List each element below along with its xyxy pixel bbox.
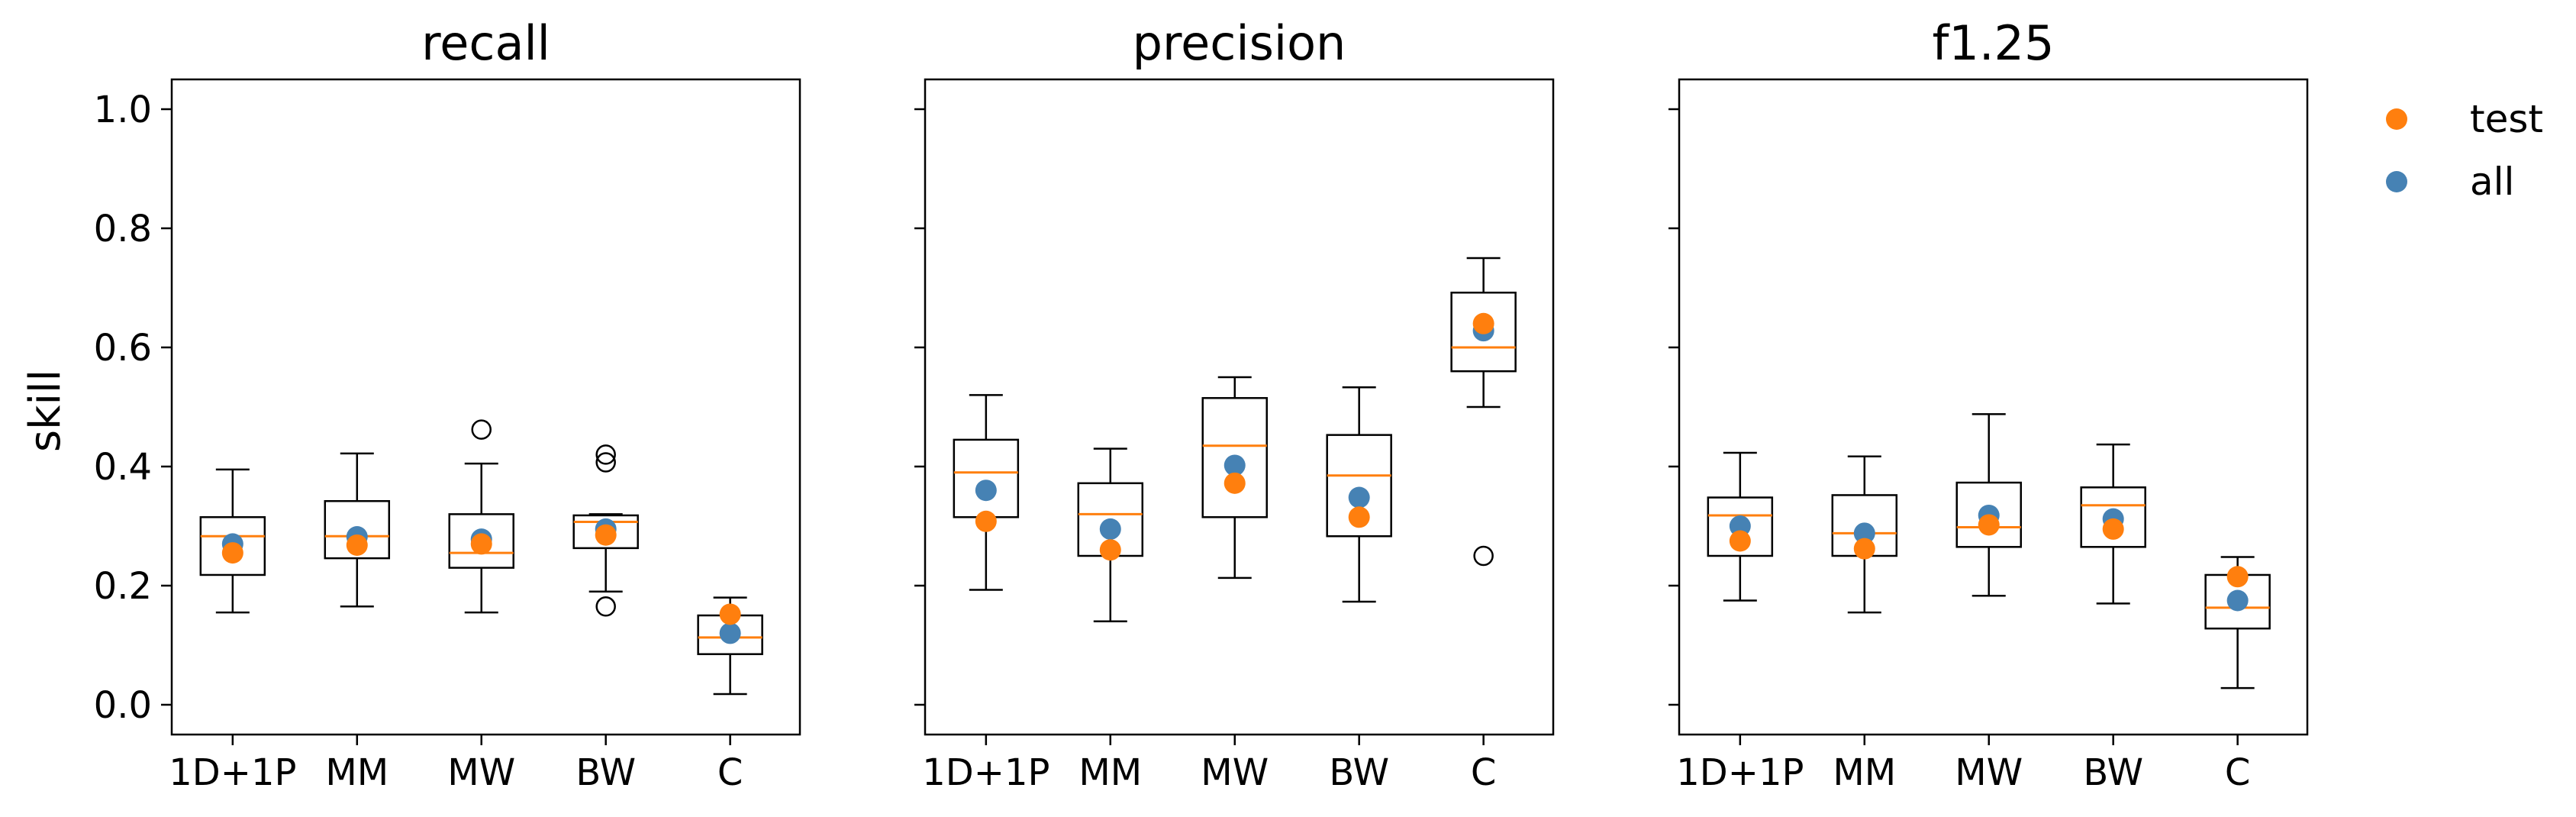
test-point: [470, 533, 492, 555]
y-tick-label: 0.0: [94, 684, 152, 727]
panel-title: f1.25: [1933, 15, 2055, 71]
box-C: C: [1450, 257, 1517, 794]
test-point: [1348, 506, 1370, 528]
panel-title: precision: [1133, 15, 1346, 71]
x-tick-label: C: [1471, 751, 1497, 794]
box-MM: MM: [324, 452, 391, 794]
panel-f1-25: f1.25 1D+1P MM MW BW C: [1668, 15, 2309, 794]
x-tick-label: 1D+1P: [169, 751, 296, 794]
box-MM: MM: [1077, 447, 1144, 794]
panel-title: recall: [421, 15, 550, 71]
panel-recall: recall 0.0 0.2 0.4 0.6 0.8 1.0 1D+1P MM MW BW C: [94, 15, 801, 794]
box-BW: BW: [1326, 386, 1392, 794]
iqr-box: [1955, 481, 2022, 548]
test-point: [975, 510, 997, 532]
test-point: [1853, 538, 1875, 560]
iqr-box: [1707, 496, 1774, 557]
iqr-box: [1450, 291, 1517, 373]
legend-marker-test: [2386, 108, 2407, 130]
iqr-box: [1201, 397, 1268, 518]
y-tick-label: 0.6: [94, 327, 152, 370]
test-point: [2226, 566, 2249, 588]
box-BW: BW: [572, 444, 639, 794]
legend-label-all: all: [2470, 160, 2514, 204]
box-MW: MW: [1955, 413, 2023, 794]
test-point: [1472, 312, 1494, 334]
all-point: [1853, 522, 1875, 544]
box-1D-1P: 1D+1P: [1676, 451, 1804, 794]
test-point: [1224, 472, 1246, 494]
test-point: [1978, 514, 2000, 536]
outlier-point: [595, 444, 616, 465]
x-tick-label: MW: [1955, 751, 2023, 794]
outlier-point: [471, 419, 492, 440]
legend: test all: [2386, 97, 2543, 204]
test-point: [1729, 530, 1751, 552]
axes-frame: [924, 78, 1555, 736]
x-tick-label: 1D+1P: [1676, 751, 1804, 794]
iqr-box: [324, 499, 391, 560]
y-tick-label: 0.8: [94, 208, 152, 250]
test-point: [221, 542, 243, 564]
x-tick-label: BW: [2083, 751, 2143, 794]
x-tick-label: MM: [1078, 751, 1142, 794]
box-1D-1P: 1D+1P: [922, 394, 1049, 794]
box-C: C: [2204, 556, 2271, 794]
x-tick-label: MW: [447, 751, 515, 794]
all-point: [1348, 486, 1370, 509]
box-MW: MW: [447, 419, 515, 794]
x-tick-label: C: [2225, 751, 2251, 794]
all-point: [1224, 454, 1246, 476]
y-tick-label: 1.0: [94, 89, 152, 131]
panel-precision: precision 1D+1P MM MW BW C: [914, 15, 1555, 794]
all-point: [975, 480, 997, 502]
test-point: [1099, 539, 1121, 561]
x-tick-label: BW: [1329, 751, 1389, 794]
test-point: [2102, 518, 2124, 540]
box-MW: MW: [1201, 376, 1269, 794]
iqr-box: [448, 513, 514, 569]
chart-panels: recall 0.0 0.2 0.4 0.6 0.8 1.0 1D+1P MM MW BW Cprec…: [94, 15, 2309, 794]
x-tick-label: MW: [1201, 751, 1269, 794]
legend-marker-all: [2386, 171, 2407, 192]
all-point: [1729, 515, 1751, 537]
iqr-box: [199, 516, 266, 576]
x-tick-label: 1D+1P: [922, 751, 1049, 794]
outlier-point: [595, 452, 616, 473]
box-C: C: [697, 596, 763, 794]
box-BW: BW: [2080, 443, 2146, 794]
x-tick-label: BW: [575, 751, 636, 794]
box-1D-1P: 1D+1P: [169, 468, 296, 794]
iqr-box: [572, 514, 639, 550]
axes-frame: [1678, 78, 2309, 736]
y-tick-label: 0.2: [94, 565, 152, 608]
x-tick-label: MM: [325, 751, 388, 794]
axes-frame: [170, 78, 801, 736]
y-axis-label: skill: [21, 370, 70, 452]
iqr-box: [1326, 434, 1392, 538]
legend-label-test: test: [2470, 97, 2543, 141]
x-tick-label: MM: [1833, 751, 1896, 794]
all-point: [719, 622, 741, 644]
outlier-point: [595, 596, 616, 617]
test-point: [346, 534, 368, 556]
iqr-box: [2080, 486, 2146, 548]
outlier-point: [1473, 545, 1494, 567]
all-point: [2226, 589, 2249, 612]
box-MM: MM: [1831, 455, 1898, 794]
test-point: [595, 524, 617, 546]
x-tick-label: C: [717, 751, 743, 794]
test-point: [719, 603, 741, 625]
y-tick-label: 0.4: [94, 446, 152, 489]
all-point: [1099, 518, 1121, 540]
